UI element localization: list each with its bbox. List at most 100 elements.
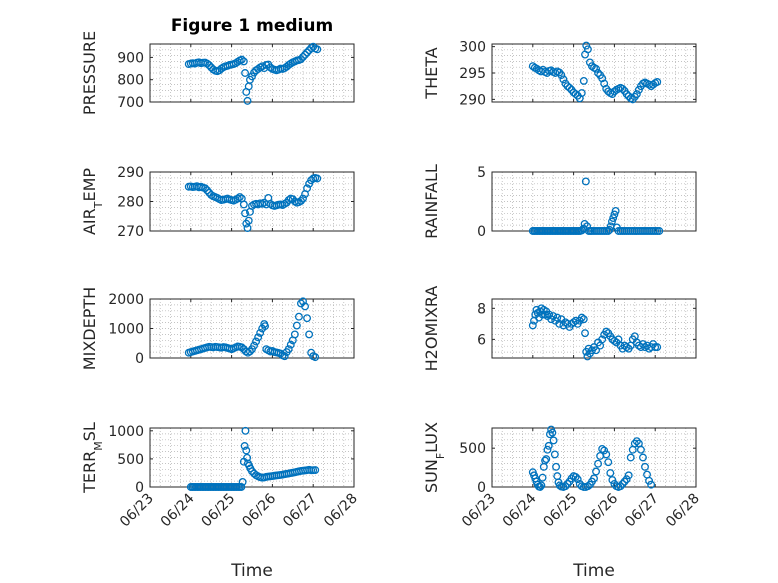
data-point [624,471,633,480]
x-tick-label: 06/24 [158,490,198,530]
y-tick-label: 270 [117,224,144,240]
data-point [242,446,251,455]
data-point [622,90,631,99]
y-axis-label-1: PRESSURE [80,31,99,115]
data-point [243,224,252,232]
y-axis-label-8: SUNFLUX [422,422,447,493]
data-point [632,90,641,99]
data-point [261,322,270,331]
y-tick-label: 0 [477,480,486,496]
x-tick-label: 06/23 [117,491,157,531]
data-point [582,41,591,50]
y-tick-label: 6 [477,332,486,348]
y-tick-label: 1000 [108,424,144,440]
data-point [237,55,246,64]
data-series [528,177,664,235]
y-axis-label-2: THETA [422,47,441,99]
y-tick-label: 295 [459,66,486,82]
data-point [241,426,250,435]
y-tick-label: 1000 [108,322,144,338]
data-point [653,343,662,352]
data-point [620,477,629,486]
data-point [241,69,250,77]
data-point [248,72,256,81]
y-tick-label: 0 [135,480,144,496]
data-point [303,48,312,57]
data-series [528,425,656,491]
subplot-7: 06/23 06/24 06/25 06/26 06/27 06/28 0 500 1000TE… [80,422,361,530]
y-axis-label-5: MIXDEPTH [80,287,99,370]
y-tick-label: 290 [117,165,144,181]
data-point [602,450,611,459]
data-point [301,302,309,311]
grid [491,172,697,231]
data-point [609,214,618,222]
data-point [610,336,619,345]
data-point [632,437,641,446]
data-point [618,479,627,488]
data-point [645,476,654,485]
data-point [553,472,562,481]
data-point [301,50,309,59]
data-point [266,63,275,72]
data-point [528,321,537,330]
subplot-1: 700 800 900 PRESSURE [80,31,355,115]
data-point [243,453,252,462]
data-point [541,456,549,465]
data-point [294,312,303,321]
data-point [647,480,656,489]
y-tick-label: 2000 [108,292,144,308]
data-point [313,45,322,54]
data-point [284,345,293,354]
data-point [622,475,631,484]
x-tick-label: 06/28 [321,491,361,531]
grid [491,428,697,487]
data-point [537,481,546,490]
data-point [243,96,252,105]
data-point [639,453,647,462]
data-point [237,483,246,491]
y-axis-label-4: RAINFALL [422,164,441,239]
data-point [313,174,322,183]
data-point [602,327,611,336]
data-point [555,481,564,490]
x-tick-label: 06/23 [459,491,499,531]
data-point [297,55,305,64]
data-point [592,64,600,73]
figure-title: Figure 1 medium [171,16,333,36]
x-axis-label-right: Time [572,561,615,581]
data-point [548,428,557,437]
data-point [542,455,551,464]
data-point [303,184,312,193]
data-point [608,217,616,226]
data-point [238,477,247,486]
data-point [598,335,607,344]
data-point [594,459,603,468]
data-point [248,467,256,476]
data-point [250,341,258,350]
data-series [184,297,320,362]
data-point [561,482,570,491]
data-point [311,353,320,362]
data-point [604,458,613,467]
data-point [536,483,545,491]
data-point [299,194,307,203]
data-point [577,313,586,322]
y-tick-label: 500 [117,452,144,468]
y-tick-label: 300 [459,40,486,56]
data-point [239,200,248,209]
data-point [292,321,301,330]
y-tick-label: 500 [459,441,486,457]
y-tick-label: 290 [459,92,486,108]
data-point [565,83,574,92]
data-point [563,479,572,488]
data-series [184,173,322,232]
data-point [636,445,645,454]
y-tick-label: 800 [117,73,144,89]
grid [149,428,355,487]
data-point [235,193,244,202]
axes-box [149,427,355,488]
subplot-5: 0 1000 2000 MIXDEPTH [80,287,355,370]
data-point [552,462,561,471]
data-point [577,89,586,97]
